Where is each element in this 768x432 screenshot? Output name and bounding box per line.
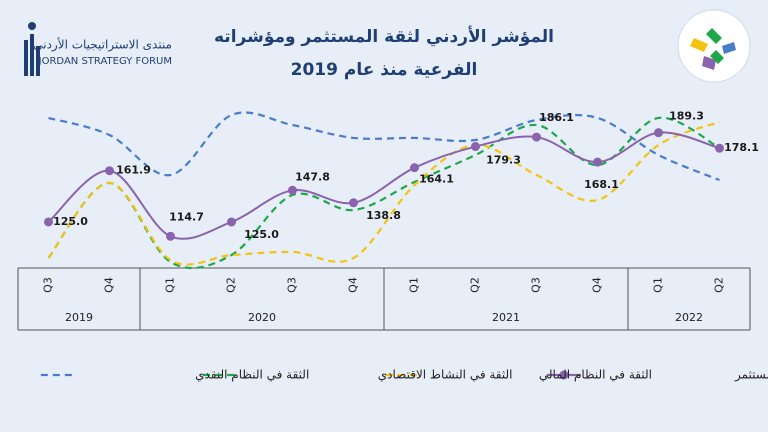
data-label: 161.9 — [116, 164, 151, 177]
x-tick-label: Q2 — [469, 277, 482, 293]
data-point — [532, 132, 541, 142]
x-tick-label: Q3 — [42, 277, 55, 293]
org-name-ar: منتدى الاستراتيجيات الأردني — [33, 37, 172, 53]
x-group-label: 2019 — [65, 311, 93, 324]
data-point — [166, 231, 175, 241]
data-point — [593, 157, 602, 167]
data-point — [288, 185, 297, 195]
legend-label: الثقة في النظام المالي — [539, 368, 652, 382]
legend-label: الثقة في النشاط الاقتصادي — [378, 368, 513, 382]
data-label: 114.7 — [169, 210, 204, 223]
data-label: 164.1 — [419, 173, 454, 186]
data-label: 138.8 — [366, 209, 401, 222]
data-label: 147.8 — [295, 170, 330, 183]
chart-title: الفرعية منذ عام 2019 — [291, 60, 478, 80]
x-tick-label: Q3 — [530, 277, 543, 293]
x-group-label: 2021 — [492, 311, 520, 324]
data-point — [44, 217, 53, 227]
x-tick-label: Q2 — [225, 277, 238, 293]
data-label: 179.3 — [486, 154, 521, 167]
series-line — [48, 111, 720, 182]
index-logo — [677, 9, 751, 83]
data-point — [227, 217, 236, 227]
x-tick-label: Q1 — [652, 277, 665, 293]
x-tick-label: Q1 — [408, 277, 421, 293]
x-tick-label: Q3 — [286, 277, 299, 293]
x-tick-label: Q4 — [103, 277, 116, 293]
x-tick-label: Q1 — [164, 277, 177, 293]
legend-marker — [559, 370, 569, 380]
data-point — [410, 163, 419, 173]
org-logo — [24, 22, 40, 76]
x-tick-label: Q4 — [347, 277, 360, 293]
series-line — [47, 120, 720, 266]
data-label: 125.0 — [244, 228, 279, 241]
legend-label: المؤشر الأردني لثقة المستثمر — [734, 367, 768, 383]
chart-title: المؤشر الأردني لثقة المستثمر ومؤشراته — [214, 26, 554, 47]
data-label: 186.1 — [539, 111, 574, 124]
data-point — [471, 142, 480, 152]
data-label: 178.1 — [724, 141, 759, 154]
x-group-label: 2022 — [675, 311, 703, 324]
series-line — [47, 116, 721, 270]
legend-label: الثقة في النظام النقدي — [195, 368, 309, 382]
data-label: 125.0 — [53, 215, 88, 228]
data-label: 168.1 — [584, 178, 619, 191]
data-point — [349, 198, 358, 208]
x-group-label: 2020 — [248, 311, 276, 324]
org-name-en: JORDAN STRATEGY FORUM — [38, 56, 172, 67]
x-tick-label: Q2 — [713, 277, 726, 293]
data-label: 189.3 — [669, 110, 704, 123]
x-tick-label: Q4 — [591, 277, 604, 293]
data-point — [654, 128, 663, 138]
data-point — [715, 143, 724, 153]
data-point — [105, 166, 114, 176]
